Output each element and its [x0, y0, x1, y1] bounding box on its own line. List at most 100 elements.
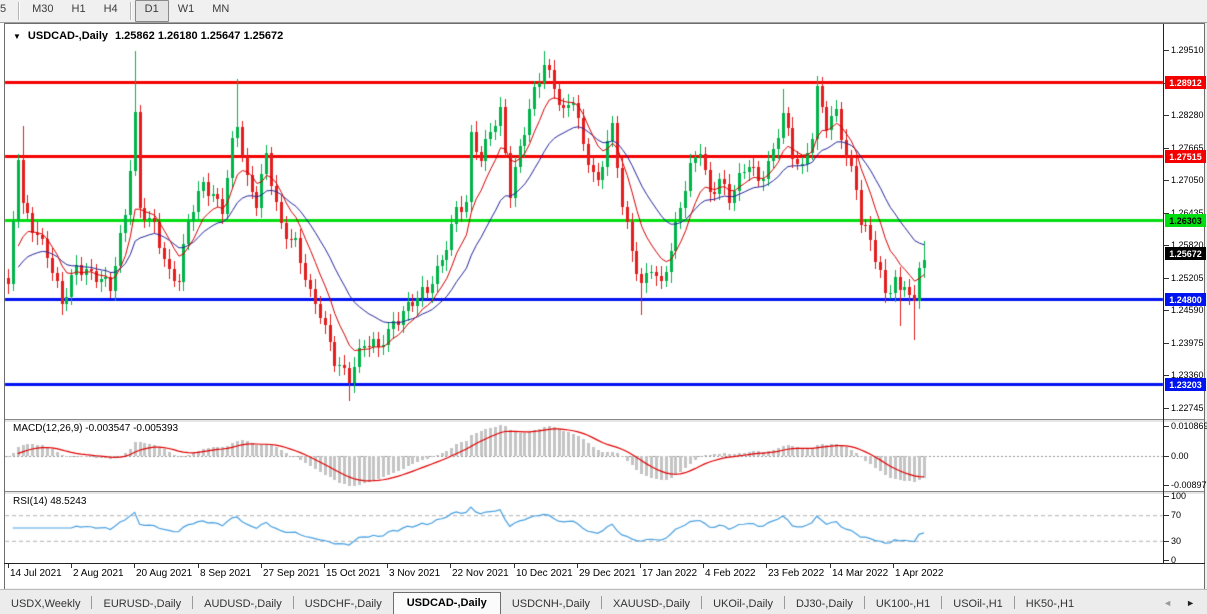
date-tick-mark	[703, 564, 704, 568]
date-label: 3 Nov 2021	[389, 568, 441, 579]
axis-tick-mark	[1164, 213, 1169, 214]
price-level-badge: 1.24800	[1165, 293, 1206, 306]
date-tick-mark	[766, 564, 767, 568]
macd-panel-divider-groove	[5, 420, 1204, 422]
date-tick-mark	[893, 564, 894, 568]
tab-separator	[783, 596, 785, 609]
date-tick-mark	[198, 564, 199, 568]
price-axis-line	[1163, 24, 1164, 563]
axis-tick-label: -0.00897	[1171, 480, 1207, 490]
axis-tick-label: 1.26435	[1171, 208, 1204, 218]
price-level-badge: 1.25672	[1165, 247, 1206, 260]
tab-eurusd-daily[interactable]: EURUSD-,Daily	[103, 598, 182, 610]
date-tick-mark	[8, 564, 9, 568]
axis-tick-mark	[1164, 343, 1169, 344]
axis-tick-label: 0.010869	[1171, 421, 1207, 431]
tab-separator	[941, 596, 943, 609]
tab-usdchf-daily[interactable]: USDCHF-,Daily	[304, 598, 382, 610]
axis-tick-mark	[1164, 485, 1169, 486]
tab-scroll-left-icon[interactable]: ◄	[1163, 598, 1173, 608]
price-level-badge: 1.26303	[1165, 214, 1206, 227]
date-label: 2 Aug 2021	[73, 568, 124, 579]
date-label: 27 Sep 2021	[263, 568, 320, 579]
tab-usdcad-daily[interactable]: USDCAD-,Daily	[392, 592, 501, 614]
chart-title: ▼ USDCAD-,Daily 1.25862 1.26180 1.25647 …	[13, 30, 283, 42]
date-label: 22 Nov 2021	[452, 568, 509, 579]
axis-tick-label: 70	[1171, 510, 1182, 520]
date-label: 29 Dec 2021	[579, 568, 636, 579]
tab-hk50-h1[interactable]: HK50-,H1	[1025, 598, 1075, 610]
axis-tick-mark	[1164, 515, 1169, 516]
axis-tick-mark	[1164, 115, 1169, 116]
price-level-badge: 1.23203	[1165, 378, 1206, 391]
axis-tick-label: 1.22745	[1171, 403, 1204, 413]
tab-usdx-weekly[interactable]: USDX,Weekly	[11, 598, 81, 610]
rsi-label: RSI(14) 48.5243	[13, 496, 87, 507]
axis-tick-label: 1.25205	[1171, 273, 1204, 283]
chart-dropdown-icon[interactable]: ▼	[13, 31, 21, 41]
axis-tick-label: 0.00	[1171, 451, 1189, 461]
tab-separator	[1013, 596, 1015, 609]
date-tick-mark	[450, 564, 451, 568]
axis-tick-mark	[1164, 245, 1169, 246]
rsi-panel-divider[interactable]	[5, 491, 1204, 492]
tab-scroll-arrows: ◄ ►	[1157, 598, 1207, 614]
tab-ukoil-daily[interactable]: UKOil-,Daily	[713, 598, 773, 610]
rsi-panel-divider-groove	[5, 492, 1204, 494]
chart-ohlc-values: 1.25862 1.26180 1.25647 1.25672	[115, 30, 284, 42]
tab-dj30-daily[interactable]: DJ30-,Daily	[795, 598, 853, 610]
price-level-badge: 1.28912	[1165, 76, 1206, 89]
tab-separator	[192, 596, 194, 609]
macd-panel-divider[interactable]	[5, 419, 1204, 420]
date-label: 1 Apr 2022	[895, 568, 944, 579]
date-label: 17 Jan 2022	[642, 568, 698, 579]
date-tick-mark	[387, 564, 388, 568]
axis-tick-mark	[1164, 408, 1169, 409]
date-label: 4 Feb 2022	[705, 568, 756, 579]
axis-tick-mark	[1164, 496, 1169, 497]
tab-separator	[292, 596, 294, 609]
axis-tick-label: 100	[1171, 491, 1187, 501]
date-label: 15 Oct 2021	[326, 568, 381, 579]
chart-symbol-label: USDCAD-,Daily	[27, 30, 108, 42]
axis-tick-mark	[1164, 50, 1169, 51]
date-tick-mark	[134, 564, 135, 568]
tab-audusd-daily[interactable]: AUDUSD-,Daily	[204, 598, 282, 610]
tab-scroll-right-icon[interactable]: ►	[1186, 598, 1195, 608]
axis-tick-label: 1.25820	[1171, 240, 1204, 250]
axis-tick-label: 1.23975	[1171, 338, 1204, 348]
tab-uk100-h1[interactable]: UK100-,H1	[875, 598, 931, 610]
tab-usdcnh-daily[interactable]: USDCNH-,Daily	[511, 598, 591, 610]
axis-tick-label: 1.27665	[1171, 143, 1204, 153]
date-label: 20 Aug 2021	[136, 568, 193, 579]
axis-tick-mark	[1164, 541, 1169, 542]
price-level-badge: 1.27515	[1165, 150, 1206, 163]
axis-tick-mark	[1164, 375, 1169, 376]
date-label: 14 Mar 2022	[832, 568, 889, 579]
axis-tick-mark	[1164, 456, 1169, 457]
axis-tick-mark	[1164, 148, 1169, 149]
tab-separator	[91, 596, 93, 609]
axis-tick-label: 1.24590	[1171, 305, 1204, 315]
time-axis-line	[4, 563, 1205, 564]
macd-label: MACD(12,26,9) -0.003547 -0.005393	[13, 423, 179, 434]
tab-separator	[863, 596, 865, 609]
date-tick-mark	[324, 564, 325, 568]
axis-tick-label: 1.23360	[1171, 370, 1204, 380]
date-tick-mark	[514, 564, 515, 568]
axis-tick-mark	[1164, 180, 1169, 181]
tab-usoil-h1[interactable]: USOil-,H1	[953, 598, 1003, 610]
axis-tick-mark	[1164, 310, 1169, 311]
date-label: 14 Jul 2021	[10, 568, 62, 579]
date-tick-mark	[577, 564, 578, 568]
date-label: 23 Feb 2022	[768, 568, 825, 579]
date-tick-mark	[640, 564, 641, 568]
date-tick-mark	[830, 564, 831, 568]
tab-xauusd-daily[interactable]: XAUUSD-,Daily	[613, 598, 691, 610]
axis-tick-mark	[1164, 278, 1169, 279]
chart-tab-bar: USDX,Weekly EURUSD-,Daily AUDUSD-,Daily USD…	[0, 589, 1207, 614]
tab-separator	[701, 596, 703, 609]
date-tick-mark	[71, 564, 72, 568]
